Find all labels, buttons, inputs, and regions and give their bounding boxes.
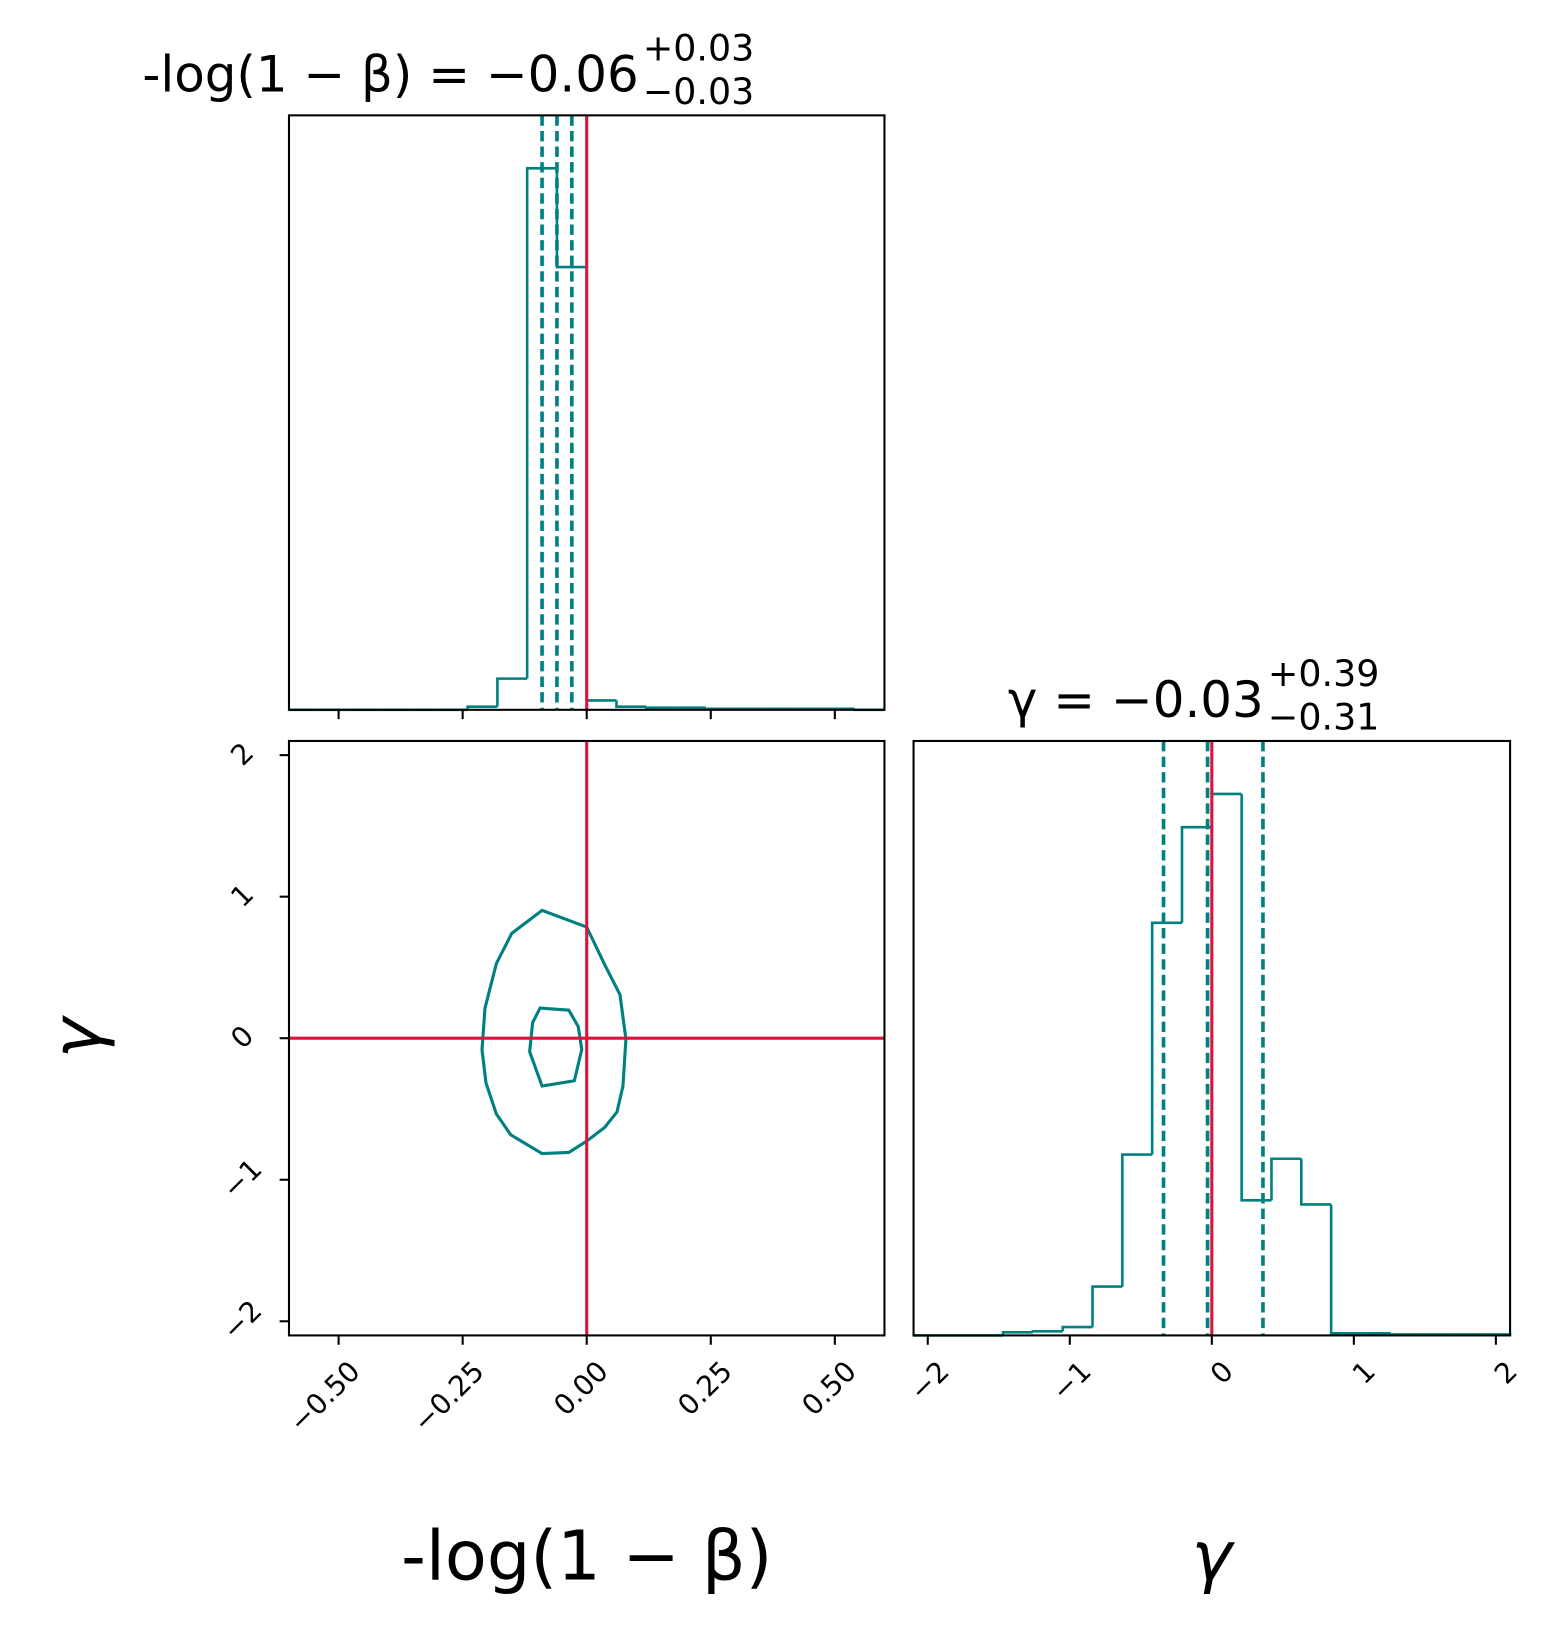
hist-step [1389, 1333, 1421, 1336]
contour-line [480, 908, 628, 1156]
x-tick-label: 0.00 [547, 1355, 614, 1422]
x-axis-label: γ [1192, 1517, 1236, 1597]
hist-step [1329, 1204, 1361, 1335]
x-tick-label: 2 [1488, 1355, 1524, 1391]
hist-step [1091, 1285, 1123, 1328]
title-upper: +0.39 [1268, 652, 1379, 695]
title-upper: +0.03 [643, 26, 754, 69]
hist-step [1061, 1325, 1093, 1332]
x-tick-label: 1 [1346, 1355, 1382, 1391]
hist-step [1121, 1153, 1153, 1287]
hist-step [1150, 921, 1182, 1155]
x-tick-label: 0 [1204, 1355, 1240, 1391]
x-tick-label: −2 [903, 1355, 956, 1408]
title-lower: −0.31 [1268, 696, 1379, 739]
panel-title: γ = −0.03 [1008, 671, 1264, 729]
hist-step [496, 677, 528, 707]
hist-step [1031, 1329, 1063, 1333]
title-lower: −0.03 [643, 70, 754, 113]
contour-line [528, 1006, 584, 1088]
y-tick-label: 1 [224, 878, 260, 914]
panel-title: -log(1 − β) = −0.06 [142, 45, 638, 103]
hist-step [1240, 793, 1272, 1202]
x-tick-label: 0.25 [671, 1355, 738, 1422]
y-tick-label: −1 [216, 1152, 269, 1205]
x-tick-label: −1 [1045, 1355, 1098, 1408]
x-tick-label: −0.50 [282, 1355, 366, 1439]
x-axis-label: -log(1 − β) [401, 1517, 772, 1597]
hist-step [644, 706, 677, 710]
y-tick-label: 0 [224, 1019, 260, 1055]
hist-step [525, 167, 557, 679]
y-axis-label: γ [37, 1014, 117, 1058]
hist-step [1180, 825, 1212, 923]
hist-step [585, 267, 617, 702]
hist-step [704, 707, 736, 711]
x-tick-label: 0.50 [795, 1355, 862, 1422]
y-tick-label: 2 [224, 736, 260, 772]
hist-step [615, 700, 647, 708]
x-tick-label: −0.25 [407, 1355, 491, 1439]
hist-step [1300, 1158, 1332, 1206]
y-tick-label: −2 [216, 1294, 269, 1347]
hist-step [1210, 792, 1242, 828]
hist-step [1270, 1157, 1302, 1201]
